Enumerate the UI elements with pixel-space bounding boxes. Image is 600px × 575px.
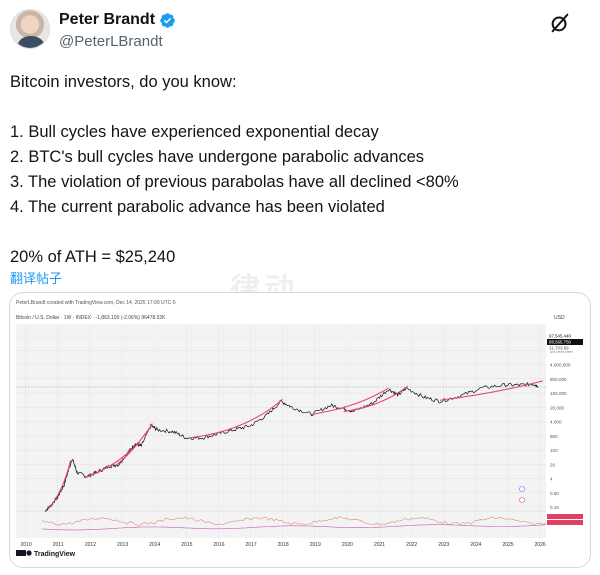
price-label-a: 97,545.440 [549,334,572,339]
x-tick-label: 2017 [245,542,256,548]
x-tick-label: 2013 [117,542,128,548]
parabola-curve [47,460,72,510]
plot-area [16,324,546,538]
y-tick-label: 600 [550,434,558,439]
plot-background [16,324,546,538]
osc-label-bg-2 [547,520,583,525]
x-tick-label: 2025 [502,542,513,548]
y-tick-label: 800,000 [550,377,567,382]
author-name[interactable]: Peter Brandt [59,11,156,28]
tweet-ath-line: 20% of ATH = $25,240 [10,248,176,266]
y-tick-label: 20 [550,462,556,467]
tweet-intro: Bitcoin investors, do you know: [10,73,237,91]
tweet-point-4: 4. The current parabolic advance has bee… [10,198,385,216]
tweet-header: Peter Brandt @PeterLBrandt [0,0,600,60]
y-tick-label: 4 [550,477,553,482]
y-tick-label: 4,000,000 [550,363,571,368]
parabola-curve [343,385,409,412]
x-tick-label: 2014 [149,542,160,548]
price-label-a-bg [547,333,583,339]
x-tick-label: 2021 [374,542,385,548]
parabola-curves [47,380,543,510]
tradingview-wordmark: TradingView [34,551,76,558]
chart-grid [16,324,546,538]
parabola-curve [115,423,153,466]
verified-badge-icon [160,12,175,28]
y-tick-label: 0.50 [550,491,559,496]
y-tick-label: 100 [550,448,558,453]
x-tick-label: 2024 [470,542,481,548]
x-tick-label: 2012 [85,542,96,548]
chart-image[interactable]: PeterLBrandt created with TradingView.co… [9,292,591,568]
x-tick-label: 2010 [21,542,32,548]
event-marker [519,486,525,492]
x-tick-label: 2022 [406,542,417,548]
price-label-c: 31,703.89 [549,346,569,351]
parabola-curve [189,398,283,439]
chart-series-label: Bitcoin / U.S. Dollar · 1W · INDEX · -1,… [16,315,166,321]
oscillator-panel [16,486,547,531]
tweet-point-1: 1. Bull cycles have experienced exponent… [10,123,379,141]
x-tick-label: 2019 [310,542,321,548]
tweet-point-3: 3. The violation of previous parabolas h… [10,173,459,191]
oscillator-line-2 [41,524,547,531]
tweet-point-2: 2. BTC's bull cycles have undergone para… [10,148,425,166]
oscillator-line-1 [41,516,547,526]
x-tick-label: 2026 [535,542,546,548]
x-tick-label: 2023 [438,542,449,548]
chart-price-unit: USD [554,315,565,321]
translate-post-link[interactable]: 翻译帖子 [10,271,63,286]
price-label-c-bg [547,345,583,351]
x-tick-label: 2018 [278,542,289,548]
x-tick-label: 2011 [53,542,64,548]
event-marker [519,497,525,503]
author-handle[interactable]: @PeterLBrandt [59,33,163,50]
y-tick-label: 4,000 [550,420,562,425]
bitcoin-log-chart: PeterLBrandt created with TradingView.co… [10,293,590,567]
avatar[interactable] [10,9,50,49]
osc-label-bg-1 [547,514,583,519]
grok-icon[interactable] [549,12,571,34]
y-tick-label: 160,000 [550,391,567,396]
chart-caption: PeterLBrandt created with TradingView.co… [16,300,176,306]
parabola-curve [311,387,389,416]
x-axis-ticks: 2010 2011 2012 2013 2014 2015 2016 2017 2018 2019… [21,542,546,548]
x-tick-label: 2020 [342,542,353,548]
x-tick-label: 2016 [213,542,224,548]
y-tick-label: 0.10 [550,505,559,510]
x-tick-label: 2015 [181,542,192,548]
tweet-body: Bitcoin investors, do you know: 1. Bull … [10,70,590,270]
price-label-b-bg [547,339,583,345]
tradingview-logo: TradingView [16,550,76,558]
y-tick-label: 20,000 [550,405,564,410]
author-name-row: Peter Brandt [59,11,176,29]
price-label-b: 88,565.750 [549,340,572,345]
parabola-curve [439,380,543,401]
